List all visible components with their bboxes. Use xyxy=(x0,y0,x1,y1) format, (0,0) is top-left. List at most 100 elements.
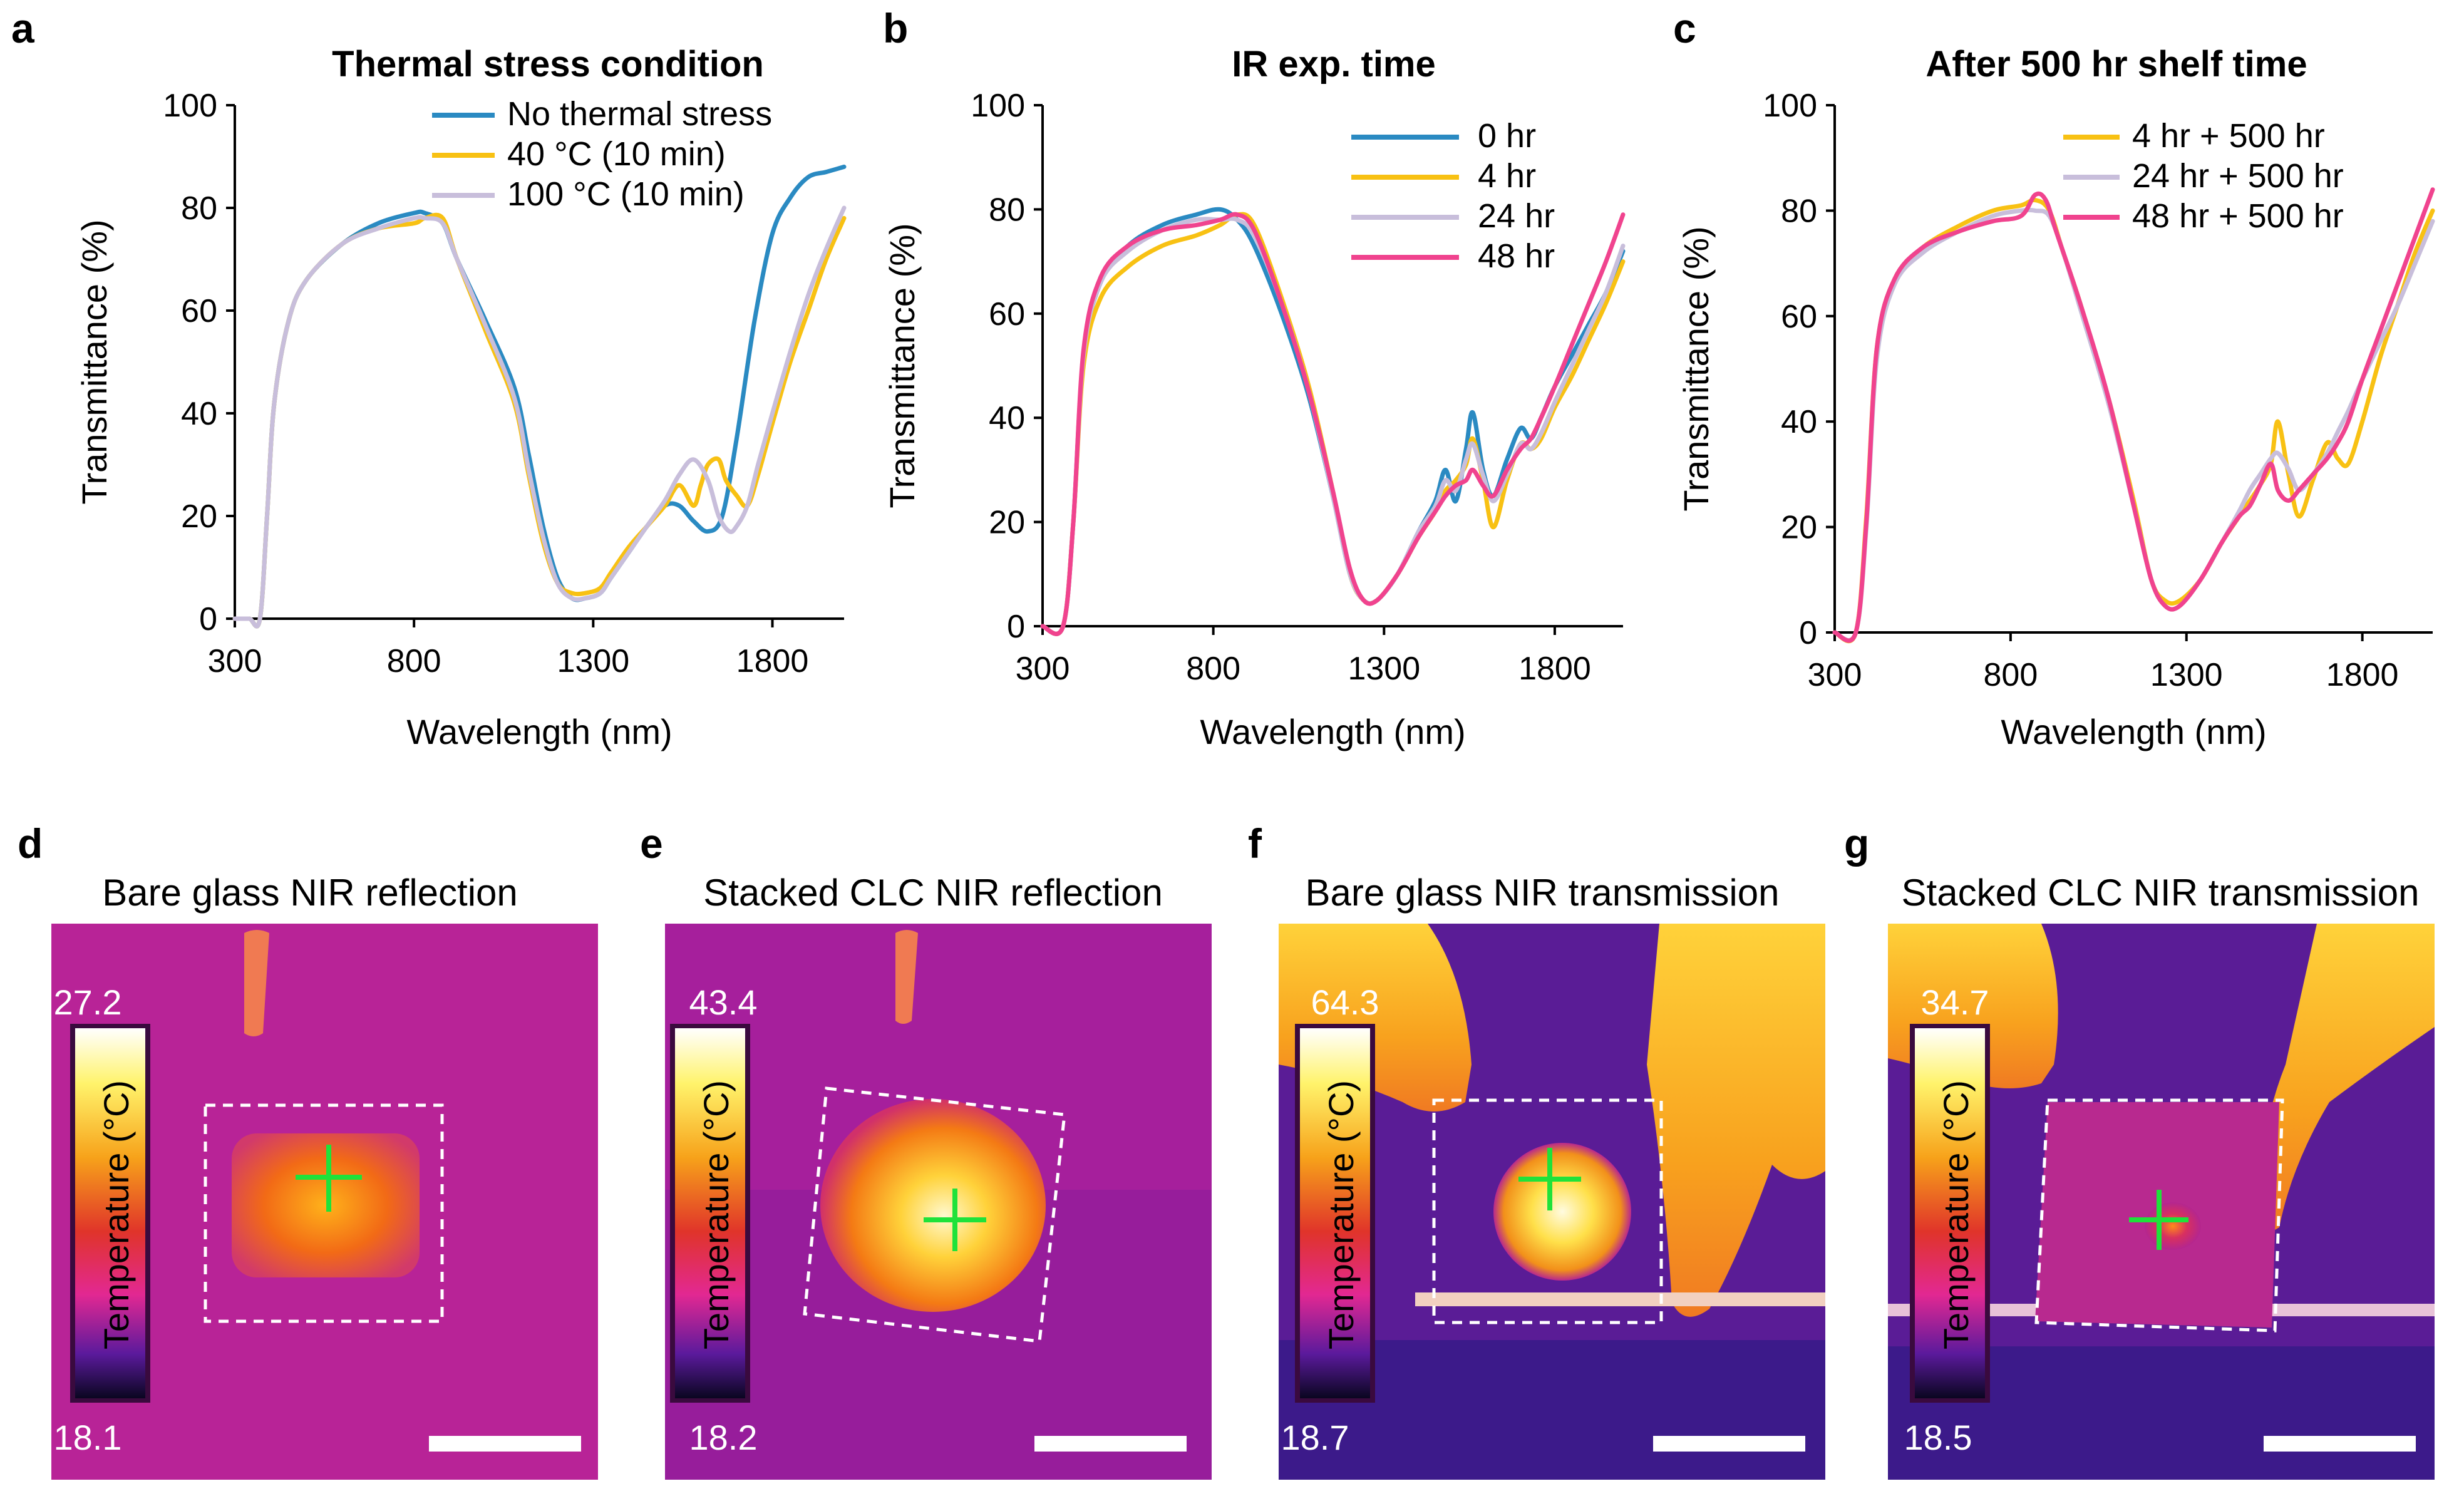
measurement-box-e xyxy=(803,1086,1066,1343)
scale-bar-f xyxy=(1653,1436,1805,1452)
temp-max-f: 64.3 xyxy=(1311,983,1379,1022)
glass-edge-f xyxy=(1415,1292,1825,1306)
y-tick-label-a: 40 xyxy=(181,396,217,432)
thermal-panel-e: e Stacked CLC NIR reflection Temperature… xyxy=(640,820,1212,1480)
x-tick-label-b: 300 xyxy=(1016,651,1070,687)
y-tick-label-b: 80 xyxy=(989,192,1025,228)
legend-label-c-0: 4 hr + 500 hr xyxy=(2132,117,2325,155)
chart-panel-c: c After 500 hr shelf time 0 20 40 60 80 100 300 8… xyxy=(1673,5,2435,751)
series-line-a-2 xyxy=(232,205,847,629)
panel-label-a: a xyxy=(11,5,35,51)
x-tick-label-b: 1800 xyxy=(1518,651,1591,687)
temp-min-f: 18.7 xyxy=(1281,1418,1349,1457)
crosshair-icon-g xyxy=(2129,1190,2188,1250)
measurement-box-d xyxy=(204,1103,444,1323)
y-tick-label-a: 0 xyxy=(199,601,217,637)
legend-label-b-2: 24 hr xyxy=(1478,197,1555,235)
x-tick-label-a: 300 xyxy=(208,643,262,679)
crosshair-icon-e xyxy=(924,1189,986,1251)
series-line-a-0 xyxy=(232,164,847,629)
legend-label-b-3: 48 hr xyxy=(1478,237,1555,275)
thermal-title-d: Bare glass NIR reflection xyxy=(102,872,518,914)
scale-bar-e xyxy=(1034,1436,1187,1452)
legend-label-b-1: 4 hr xyxy=(1478,157,1536,195)
thermal-hotspot-f xyxy=(1493,1143,1631,1281)
panel-label-f: f xyxy=(1248,820,1262,867)
panel-label-g: g xyxy=(1844,820,1869,867)
y-axis-title-a: Transmittance (%) xyxy=(75,219,114,504)
scale-bar-d xyxy=(429,1436,581,1452)
colorbar-label-e: Temperature (°C) xyxy=(696,1080,736,1349)
colorbar-label-f: Temperature (°C) xyxy=(1321,1080,1361,1349)
panel-label-e: e xyxy=(640,820,663,867)
y-tick-label-a: 20 xyxy=(181,498,217,535)
thermal-hotspot-e xyxy=(820,1099,1046,1312)
y-tick-label-c: 80 xyxy=(1781,193,1817,229)
x-axis-title-a: Wavelength (nm) xyxy=(406,712,672,751)
thermal-panel-d: d Bare glass NIR reflection Temperature … xyxy=(18,820,598,1480)
thermal-object-d xyxy=(244,930,269,1036)
thermal-object-e xyxy=(895,930,918,1024)
thermal-panel-f: f Bare glass NIR transmission Temperatur… xyxy=(1248,820,1825,1480)
y-axis-title-c: Transmittance (%) xyxy=(1676,226,1716,511)
y-tick-label-b: 100 xyxy=(971,88,1025,124)
chart-panel-a: a Thermal stress condition 0 20 40 60 80 100 300… xyxy=(11,5,847,751)
panel-label-c: c xyxy=(1673,5,1696,51)
y-tick-label-a: 80 xyxy=(181,190,217,227)
y-tick-label-c: 40 xyxy=(1781,404,1817,440)
temp-max-g: 34.7 xyxy=(1921,983,1989,1022)
series-line-c-2 xyxy=(1832,187,2435,643)
legend-label-b-0: 0 hr xyxy=(1478,117,1536,155)
crosshair-icon-d xyxy=(296,1145,362,1212)
colorbar-label-g: Temperature (°C) xyxy=(1936,1080,1976,1349)
y-tick-label-b: 40 xyxy=(989,400,1025,436)
chart-panel-b: b IR exp. time 0 20 40 60 80 100 300 800 1300 1800 W… xyxy=(882,5,1626,751)
chart-title-a: Thermal stress condition xyxy=(332,44,764,85)
scale-bar-g xyxy=(2264,1436,2416,1452)
x-tick-label-c: 1800 xyxy=(2326,657,2399,693)
legend-label-a-2: 100 °C (10 min) xyxy=(507,175,745,213)
y-tick-label-b: 0 xyxy=(1007,609,1025,645)
y-tick-label-a: 100 xyxy=(163,88,217,124)
colorbar-label-d: Temperature (°C) xyxy=(96,1080,136,1349)
thermal-title-f: Bare glass NIR transmission xyxy=(1306,872,1780,914)
temp-min-g: 18.5 xyxy=(1904,1418,1972,1457)
colorbar-g xyxy=(1915,1028,1985,1398)
x-tick-label-a: 1300 xyxy=(557,643,630,679)
y-tick-label-c: 60 xyxy=(1781,299,1817,335)
thermal-title-e: Stacked CLC NIR reflection xyxy=(703,872,1163,914)
x-tick-label-a: 1800 xyxy=(736,643,809,679)
x-axis-title-c: Wavelength (nm) xyxy=(2001,712,2266,751)
measurement-box-f xyxy=(1432,1098,1663,1324)
temp-max-d: 27.2 xyxy=(54,983,122,1022)
x-tick-label-c: 800 xyxy=(1983,657,2038,693)
series-line-c-1 xyxy=(1832,207,2435,642)
measurement-box-g xyxy=(2034,1098,2284,1333)
series-line-b-3 xyxy=(1040,212,1626,636)
finger-right-f xyxy=(1647,924,1825,1317)
x-tick-label-b: 800 xyxy=(1186,651,1240,687)
y-tick-label-b: 60 xyxy=(989,296,1025,333)
y-tick-label-c: 20 xyxy=(1781,510,1817,546)
finger-right-g xyxy=(2254,924,2435,1232)
temp-min-d: 18.1 xyxy=(54,1418,122,1457)
thermal-hotspot-d xyxy=(232,1133,420,1277)
y-tick-label-a: 60 xyxy=(181,293,217,329)
colorbar-e xyxy=(675,1028,745,1398)
chart-title-b: IR exp. time xyxy=(1232,44,1436,85)
legend-label-c-2: 48 hr + 500 hr xyxy=(2132,197,2344,235)
colorbar-d xyxy=(75,1028,145,1398)
legend-label-a-1: 40 °C (10 min) xyxy=(507,135,726,173)
y-axis-title-b: Transmittance (%) xyxy=(882,223,922,508)
x-tick-label-c: 1300 xyxy=(2150,657,2223,693)
y-tick-label-c: 0 xyxy=(1799,615,1817,651)
x-tick-label-a: 800 xyxy=(387,643,441,679)
legend-label-c-1: 24 hr + 500 hr xyxy=(2132,157,2344,195)
thermal-hotspot-g xyxy=(2145,1202,2201,1250)
crosshair-icon-f xyxy=(1518,1148,1581,1210)
y-tick-label-c: 100 xyxy=(1763,88,1817,124)
x-tick-label-b: 1300 xyxy=(1348,651,1420,687)
temp-min-e: 18.2 xyxy=(689,1418,758,1457)
panel-label-b: b xyxy=(883,5,908,51)
series-line-a-1 xyxy=(232,212,847,629)
